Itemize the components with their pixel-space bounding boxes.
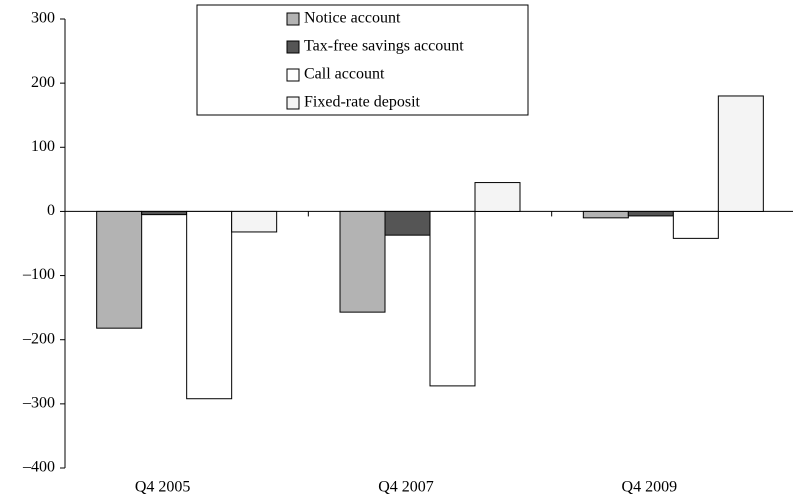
x-tick-label: Q4 2007: [378, 479, 434, 496]
bar: [384, 210, 431, 236]
bar: [339, 210, 386, 313]
bar: [717, 95, 764, 212]
legend-swatch: [286, 40, 300, 54]
y-tick-label: 0: [47, 202, 55, 219]
legend-box: [196, 4, 529, 116]
bar: [672, 210, 719, 239]
legend-label: Tax-free savings account: [304, 38, 464, 55]
bar: [96, 210, 143, 329]
bar: [231, 210, 278, 233]
bar: [429, 210, 476, 387]
legend-swatch: [286, 68, 300, 82]
y-tick-label: 200: [31, 74, 55, 91]
bar: [141, 210, 188, 216]
x-tick-label: Q4 2005: [135, 479, 191, 496]
y-tick-label: 100: [31, 138, 55, 155]
legend-swatch: [286, 96, 300, 110]
bar: [186, 210, 233, 400]
y-tick-label: –300: [22, 395, 55, 412]
legend-swatch: [286, 12, 300, 26]
bar: [627, 210, 674, 217]
x-tick-label: Q4 2009: [622, 479, 678, 496]
legend-label: Notice account: [304, 10, 401, 27]
legend-label: Fixed-rate deposit: [304, 94, 421, 111]
bar: [582, 210, 629, 219]
y-tick-label: –200: [22, 330, 55, 347]
bar: [474, 182, 521, 212]
y-tick-label: 300: [31, 10, 55, 27]
legend-label: Call account: [304, 66, 385, 83]
y-tick-label: –100: [22, 266, 55, 283]
y-tick-label: –400: [22, 459, 55, 476]
